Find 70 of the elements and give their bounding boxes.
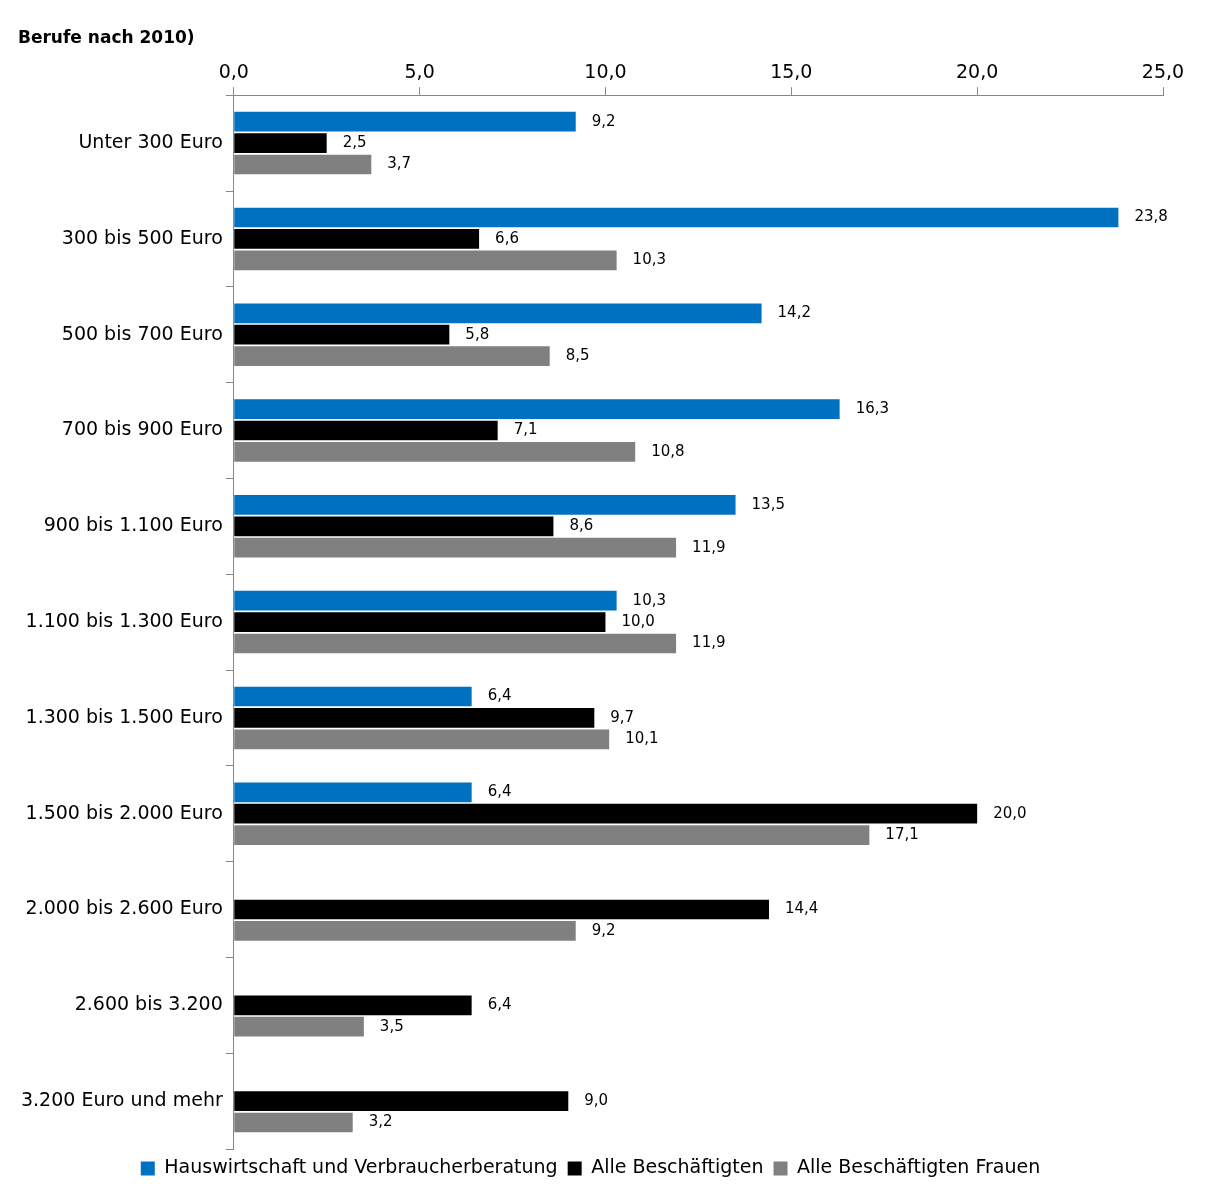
data-label: 23,8 <box>1134 207 1168 226</box>
bar <box>234 612 606 632</box>
x-tick-label: 25,0 <box>1141 59 1185 82</box>
data-label: 11,9 <box>692 537 726 556</box>
bar <box>234 686 472 707</box>
data-label: 9,0 <box>584 1090 609 1109</box>
legend-label: Hauswirtschaft und Verbraucherberatung <box>164 1155 558 1178</box>
bar <box>234 708 595 728</box>
data-label: 10,3 <box>632 590 667 609</box>
legend-label: Alle Beschäftigten Frauen <box>797 1155 1041 1178</box>
x-tick-label: 10,0 <box>584 59 627 82</box>
y-tick-label: 2.000 bis 2.600 Euro <box>25 896 223 919</box>
y-tick-label: 1.100 bis 1.300 Euro <box>25 609 223 632</box>
bar <box>234 495 736 515</box>
y-tick-label: 2.600 bis 3.200 <box>74 992 223 1015</box>
data-label: 20,0 <box>993 803 1027 822</box>
data-label: 11,9 <box>692 633 726 652</box>
bar <box>234 399 840 419</box>
y-tick-label: 900 bis 1.100 Euro <box>43 513 223 536</box>
y-tick-label: 1.300 bis 1.500 Euro <box>25 704 223 727</box>
x-tick-label: 20,0 <box>956 59 999 82</box>
data-label: 10,0 <box>621 611 655 630</box>
bar <box>234 995 472 1016</box>
x-tick-label: 5,0 <box>404 59 435 82</box>
data-label: 8,6 <box>569 516 594 535</box>
data-label: 9,2 <box>591 920 616 939</box>
y-tick-label: 500 bis 700 Euro <box>61 321 223 344</box>
data-label: 2,5 <box>342 132 367 151</box>
y-tick-label: Unter 300 Euro <box>78 130 223 153</box>
bar <box>234 207 1119 228</box>
data-label: 13,5 <box>751 494 785 513</box>
y-tick-label: 300 bis 500 Euro <box>61 225 223 248</box>
data-label: 8,5 <box>565 345 590 364</box>
chart-title: Berufe nach 2010) <box>18 26 195 47</box>
data-label: 5,8 <box>465 324 490 343</box>
data-label: 6,4 <box>487 686 512 705</box>
bar <box>234 303 762 324</box>
x-tick-label: 15,0 <box>770 59 813 82</box>
bar <box>234 590 617 611</box>
bar <box>234 782 472 803</box>
data-label: 7,1 <box>513 420 538 439</box>
data-label: 9,2 <box>591 111 616 130</box>
data-label: 17,1 <box>885 824 919 843</box>
bar <box>234 324 450 345</box>
bar <box>234 803 978 824</box>
bar <box>234 229 480 249</box>
bar <box>234 420 498 441</box>
data-label: 3,5 <box>379 1016 404 1035</box>
legend-label: Alle Beschäftigten <box>591 1155 764 1178</box>
data-label: 3,2 <box>368 1112 393 1131</box>
data-label: 3,7 <box>387 154 412 173</box>
data-label: 10,3 <box>632 250 667 269</box>
y-tick-label: 700 bis 900 Euro <box>61 417 223 440</box>
data-label: 10,8 <box>651 441 685 460</box>
x-tick-label: 0,0 <box>218 59 249 82</box>
data-label: 9,7 <box>610 707 635 726</box>
bar <box>234 111 576 132</box>
bar <box>234 133 327 153</box>
data-label: 16,3 <box>855 399 890 417</box>
data-label: 6,4 <box>487 782 512 801</box>
data-label: 14,2 <box>777 303 811 322</box>
data-label: 6,4 <box>487 995 512 1014</box>
bar <box>234 516 554 537</box>
data-label: 6,6 <box>495 228 519 247</box>
y-tick-label: 1.500 bis 2.000 Euro <box>25 800 223 823</box>
y-tick-label: 3.200 Euro und mehr <box>20 1088 223 1111</box>
bar <box>234 1091 569 1111</box>
data-label: 14,4 <box>785 899 819 918</box>
bar <box>234 899 770 920</box>
data-label: 10,1 <box>625 729 659 748</box>
